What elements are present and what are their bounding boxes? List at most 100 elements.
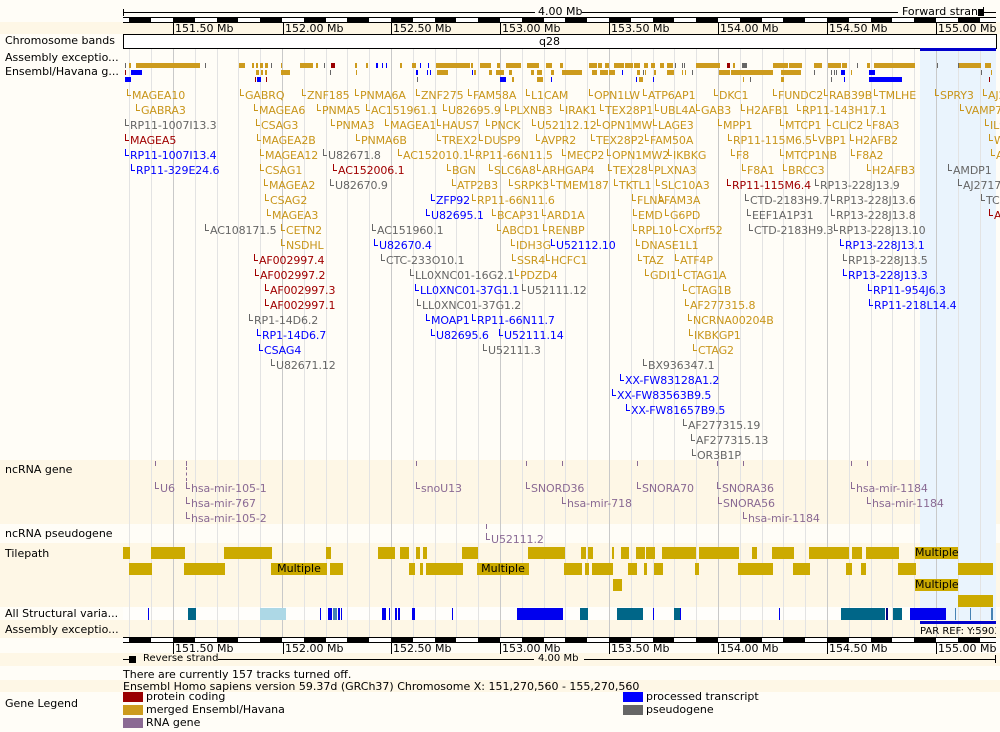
gene-label[interactable]: CTAG2 bbox=[693, 344, 734, 357]
gene-feature[interactable] bbox=[719, 70, 730, 75]
tilepath-clone[interactable] bbox=[581, 547, 586, 559]
gene-feature[interactable] bbox=[480, 63, 491, 68]
structural-variant[interactable] bbox=[188, 608, 196, 620]
gene-label[interactable]: UBL4A bbox=[655, 104, 696, 117]
gene-label[interactable]: SLC10A3 bbox=[656, 179, 710, 192]
tilepath-clone[interactable] bbox=[852, 547, 862, 559]
gene-label[interactable]: AF002997.4 bbox=[254, 254, 324, 267]
gene-label[interactable]: ABCD1 bbox=[497, 224, 540, 237]
gene-label[interactable]: PNMA6B bbox=[356, 134, 407, 147]
gene-label[interactable]: ATP2B3 bbox=[452, 179, 498, 192]
gene-label[interactable]: U82695.9 bbox=[443, 104, 501, 117]
ncrna-feature[interactable] bbox=[526, 461, 527, 466]
gene-feature[interactable] bbox=[692, 70, 693, 75]
gene-feature[interactable] bbox=[857, 63, 858, 68]
gene-label[interactable]: VBP1 bbox=[813, 134, 846, 147]
gene-label[interactable]: MECP2 bbox=[562, 149, 604, 162]
gene-label[interactable]: LL0XNC01-37G1.1 bbox=[415, 284, 519, 297]
gene-label[interactable]: CTC-233O10.1 bbox=[381, 254, 464, 267]
ncrna-label[interactable]: SNORA70 bbox=[637, 482, 694, 495]
gene-label[interactable]: MAGEA6 bbox=[254, 104, 305, 117]
par-assembly-exception-bar[interactable] bbox=[920, 48, 996, 51]
gene-feature[interactable] bbox=[834, 70, 835, 75]
gene-label[interactable]: PNCK bbox=[486, 119, 520, 132]
tilepath-clone[interactable]: Multiple bbox=[915, 547, 958, 559]
gene-label[interactable]: CTD-2183H9.7 bbox=[745, 194, 830, 207]
gene-label[interactable]: RPL10 bbox=[633, 224, 672, 237]
gene-feature[interactable] bbox=[660, 63, 664, 68]
tilepath-clone[interactable] bbox=[423, 547, 427, 559]
ncrna-feature[interactable] bbox=[186, 461, 187, 466]
gene-feature[interactable] bbox=[562, 70, 582, 75]
structural-variant[interactable] bbox=[338, 608, 340, 620]
gene-label[interactable]: RP13-228J13.6 bbox=[831, 194, 916, 207]
gene-label[interactable]: MAGEA5 bbox=[125, 134, 176, 147]
gene-label[interactable]: OPN1MW2 bbox=[607, 149, 669, 162]
gene-label[interactable]: EEF1A1P31 bbox=[747, 209, 814, 222]
gene-label[interactable]: AJ2717 bbox=[958, 179, 1000, 192]
gene-feature[interactable] bbox=[331, 63, 335, 68]
gene-label[interactable]: MAGEA1 bbox=[385, 119, 436, 132]
gene-label[interactable]: GABRQ bbox=[240, 89, 285, 102]
gene-feature[interactable] bbox=[959, 63, 981, 68]
gene-label[interactable]: CSAG2 bbox=[265, 194, 307, 207]
gene-label[interactable]: AVPR2 bbox=[536, 134, 576, 147]
tilepath-clone[interactable] bbox=[628, 563, 637, 575]
gene-label[interactable]: IRAK1 bbox=[560, 104, 597, 117]
gene-feature[interactable] bbox=[416, 70, 418, 75]
gene-feature[interactable] bbox=[560, 63, 563, 68]
gene-label[interactable]: ARHGAP4 bbox=[537, 164, 595, 177]
gene-label[interactable]: GAB3 bbox=[696, 104, 731, 117]
gene-feature[interactable] bbox=[531, 70, 534, 75]
tilepath-clone[interactable] bbox=[129, 563, 152, 575]
gene-feature[interactable] bbox=[682, 63, 683, 68]
gene-feature[interactable] bbox=[869, 70, 875, 75]
gene-label[interactable]: GDI1 bbox=[645, 269, 677, 282]
gene-feature[interactable] bbox=[537, 77, 543, 82]
structural-variant[interactable] bbox=[617, 608, 643, 620]
tilepath-clone[interactable] bbox=[738, 563, 756, 575]
gene-label[interactable]: ZNF185 bbox=[302, 89, 350, 102]
tilepath-clone[interactable] bbox=[646, 547, 655, 559]
tilepath-clone[interactable] bbox=[958, 595, 993, 607]
gene-label[interactable]: AC152006.1 bbox=[333, 164, 405, 177]
gene-label[interactable]: RP11-66N11.7 bbox=[472, 314, 555, 327]
gene-feature[interactable] bbox=[239, 63, 245, 68]
gene-label[interactable]: AC152010.1 bbox=[398, 149, 470, 162]
gene-feature[interactable] bbox=[546, 63, 552, 68]
gene-label[interactable]: AF002997.3 bbox=[265, 284, 335, 297]
tilepath-clone[interactable] bbox=[420, 563, 423, 575]
structural-variant[interactable] bbox=[333, 608, 337, 620]
gene-label[interactable]: FLNA bbox=[632, 194, 665, 207]
tilepath-clone[interactable] bbox=[612, 547, 614, 559]
gene-feature[interactable] bbox=[281, 70, 290, 75]
gene-feature[interactable] bbox=[867, 63, 870, 68]
gene-feature[interactable] bbox=[497, 63, 500, 68]
gene-label[interactable]: MPP1 bbox=[718, 119, 752, 132]
ncrna-label[interactable]: hsa-mir-1184 bbox=[867, 497, 944, 510]
gene-label[interactable]: CXorf52 bbox=[674, 224, 723, 237]
gene-feature[interactable] bbox=[605, 63, 609, 68]
tilepath-clone[interactable] bbox=[564, 563, 582, 575]
gene-label[interactable]: G6PD bbox=[665, 209, 700, 222]
tilepath-clone[interactable] bbox=[695, 563, 699, 575]
gene-feature[interactable] bbox=[651, 63, 655, 68]
gene-label[interactable]: PLXNB3 bbox=[505, 104, 553, 117]
tilepath-clone[interactable] bbox=[326, 547, 331, 559]
gene-label[interactable]: XX-FW83563B9.5 bbox=[612, 389, 711, 402]
gene-feature[interactable] bbox=[831, 70, 832, 75]
gene-feature[interactable] bbox=[598, 63, 602, 68]
gene-feature[interactable] bbox=[551, 70, 554, 75]
gene-feature[interactable] bbox=[271, 63, 272, 68]
tilepath-clone[interactable] bbox=[898, 563, 916, 575]
gene-label[interactable]: H2AFB2 bbox=[850, 134, 898, 147]
structural-variant[interactable] bbox=[886, 608, 888, 620]
gene-label[interactable]: TMEM187 bbox=[551, 179, 609, 192]
gene-feature[interactable] bbox=[266, 77, 267, 82]
gene-label[interactable]: LL0XNC01-37G1.2 bbox=[417, 299, 521, 312]
gene-label[interactable]: A bbox=[991, 149, 1000, 162]
gene-feature[interactable] bbox=[645, 70, 646, 75]
gene-feature[interactable] bbox=[592, 70, 597, 75]
gene-feature[interactable] bbox=[506, 63, 521, 68]
gene-label[interactable]: BRCC3 bbox=[783, 164, 825, 177]
